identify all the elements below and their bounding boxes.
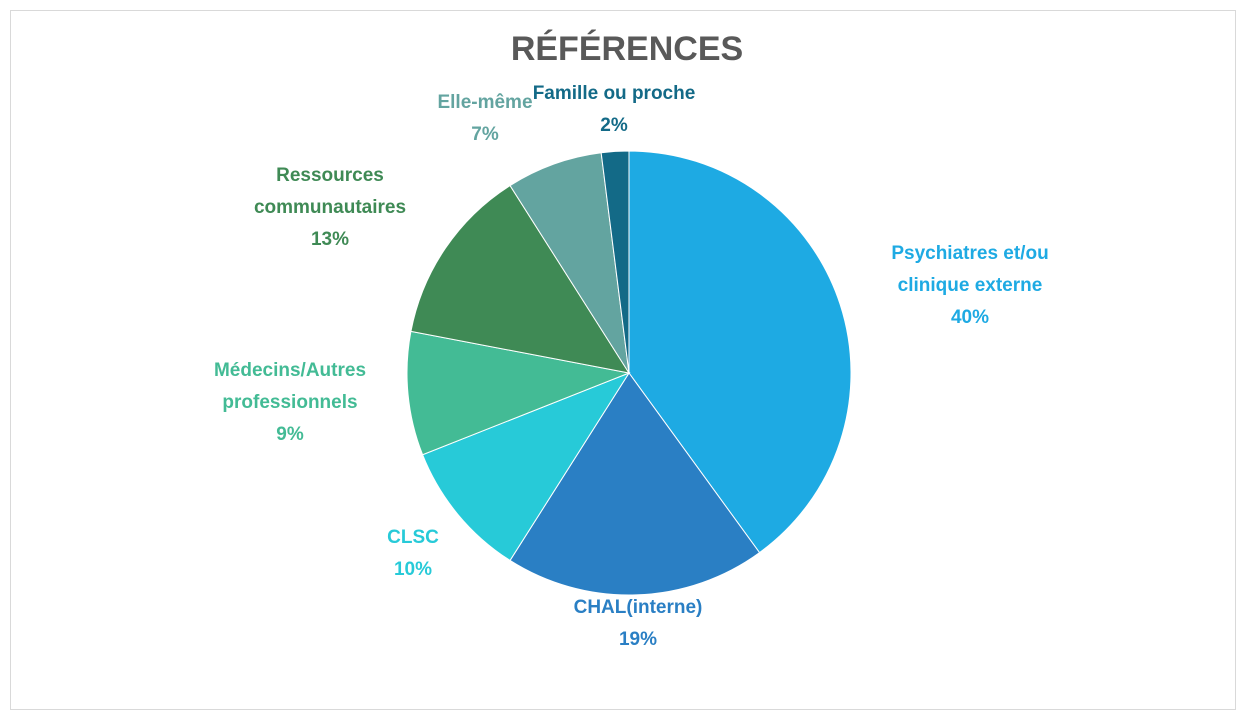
category-label: Famille ou proche [532,83,696,104]
page: RÉFÉRENCES (() => { const data = JSON.pa… [10,10,1236,710]
chart-title: RÉFÉRENCES [510,30,744,68]
pie-slice [421,371,631,562]
pie-slice [410,184,631,374]
slice-label: Famille ou proche 2% [514,78,714,142]
category-label: Elle-même [437,92,533,113]
slice-label: Psychiatres et/ou clinique externe 40% [855,238,1085,334]
pie-slice [600,150,630,374]
category-label: Médecins/Autres professionnels [213,360,367,413]
slice-label: Elle-même 7% [415,87,555,151]
slice-label: Ressources communautaires 13% [240,160,420,256]
slice-label: CHAL(interne) 19% [528,592,748,656]
value-label: 19% [618,629,658,650]
slice-label: CLSC 10% [363,522,463,586]
chart [406,150,852,596]
value-label: 7% [471,124,499,145]
value-label: 13% [310,229,350,250]
value-label: 2% [600,115,628,136]
category-label: CHAL(interne) [573,597,703,618]
pie-slice [509,372,761,596]
category-label: CLSC [387,527,439,548]
category-label: Psychiatres et/ou clinique externe [891,243,1049,296]
value-label: 10% [393,559,433,580]
slice-label: Médecins/Autres professionnels 9% [190,355,390,451]
value-label: 40% [950,307,990,328]
value-label: 9% [276,424,304,445]
pie-slice [406,330,631,456]
category-label: Ressources communautaires [253,165,407,218]
pie-slice [628,150,852,554]
